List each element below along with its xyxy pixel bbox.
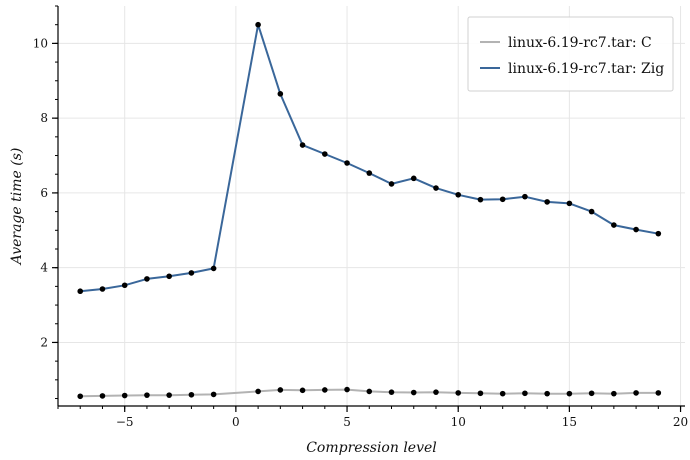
x-tick-label: 10 bbox=[451, 415, 466, 429]
data-point bbox=[566, 200, 573, 207]
series-0 bbox=[77, 386, 662, 400]
series-1 bbox=[77, 21, 662, 295]
data-point bbox=[655, 390, 662, 396]
data-point bbox=[633, 226, 639, 233]
legend-label: linux-6.19-rc7.tar: Zig bbox=[508, 61, 664, 77]
data-point bbox=[477, 390, 484, 397]
data-point bbox=[611, 222, 617, 228]
data-point bbox=[544, 390, 550, 397]
y-tick-label: 2 bbox=[40, 335, 48, 349]
series-layer bbox=[77, 21, 662, 400]
x-tick-label: −5 bbox=[116, 415, 134, 429]
data-point bbox=[388, 181, 395, 187]
data-point bbox=[366, 388, 373, 395]
x-tick-label: 0 bbox=[232, 415, 240, 429]
data-point bbox=[344, 160, 350, 166]
data-point bbox=[210, 391, 217, 398]
x-axis-title: Compression level bbox=[306, 440, 437, 456]
data-point bbox=[299, 387, 306, 394]
x-tick-label: 20 bbox=[673, 415, 688, 429]
data-point bbox=[410, 389, 417, 396]
data-point bbox=[277, 91, 284, 97]
y-tick-label: 10 bbox=[33, 36, 48, 50]
data-point bbox=[366, 170, 373, 176]
data-point bbox=[544, 199, 550, 205]
data-point bbox=[499, 196, 506, 203]
data-point bbox=[255, 388, 261, 395]
data-point bbox=[566, 390, 573, 397]
data-point bbox=[166, 392, 172, 398]
data-point bbox=[344, 386, 350, 393]
data-point bbox=[455, 390, 462, 396]
data-point bbox=[611, 390, 617, 397]
data-point bbox=[210, 265, 217, 272]
series-line bbox=[80, 388, 659, 398]
data-point bbox=[144, 276, 150, 282]
data-point bbox=[477, 196, 484, 203]
data-point bbox=[166, 273, 172, 280]
data-point bbox=[99, 286, 106, 292]
data-point bbox=[188, 270, 195, 276]
data-point bbox=[99, 393, 106, 399]
data-point bbox=[522, 390, 528, 397]
data-point bbox=[588, 390, 595, 397]
y-tick-label: 8 bbox=[40, 111, 48, 125]
data-point bbox=[633, 390, 639, 396]
axes: −5 0 5 10 15 20 2 4 6 8 10 bbox=[33, 5, 688, 429]
data-point bbox=[255, 21, 261, 28]
data-point bbox=[144, 392, 150, 398]
legend: linux-6.19-rc7.tar: C linux-6.19-rc7.tar:… bbox=[467, 16, 674, 92]
legend-label: linux-6.19-rc7.tar: C bbox=[508, 35, 652, 51]
data-point bbox=[322, 151, 328, 157]
y-tick-label: 4 bbox=[40, 261, 48, 275]
data-point bbox=[121, 282, 128, 289]
data-point bbox=[121, 392, 128, 399]
data-point bbox=[433, 185, 439, 191]
y-axis-title: Average time (s) bbox=[9, 148, 25, 267]
data-point bbox=[299, 142, 306, 148]
data-point bbox=[433, 389, 439, 395]
data-point bbox=[77, 393, 84, 400]
x-tick-label: 5 bbox=[343, 415, 351, 429]
data-point bbox=[277, 387, 284, 393]
legend-box bbox=[467, 16, 674, 92]
data-point bbox=[455, 191, 462, 198]
data-point bbox=[655, 230, 662, 237]
data-point bbox=[388, 389, 395, 395]
x-tick-label: 15 bbox=[562, 415, 577, 429]
data-point bbox=[588, 208, 595, 215]
data-point bbox=[77, 288, 84, 295]
series-line bbox=[80, 23, 659, 293]
y-tick-label: 6 bbox=[40, 186, 48, 200]
data-point bbox=[522, 193, 528, 200]
data-point bbox=[188, 391, 195, 398]
data-point bbox=[322, 387, 328, 393]
data-point bbox=[410, 175, 417, 182]
data-point bbox=[499, 390, 506, 397]
